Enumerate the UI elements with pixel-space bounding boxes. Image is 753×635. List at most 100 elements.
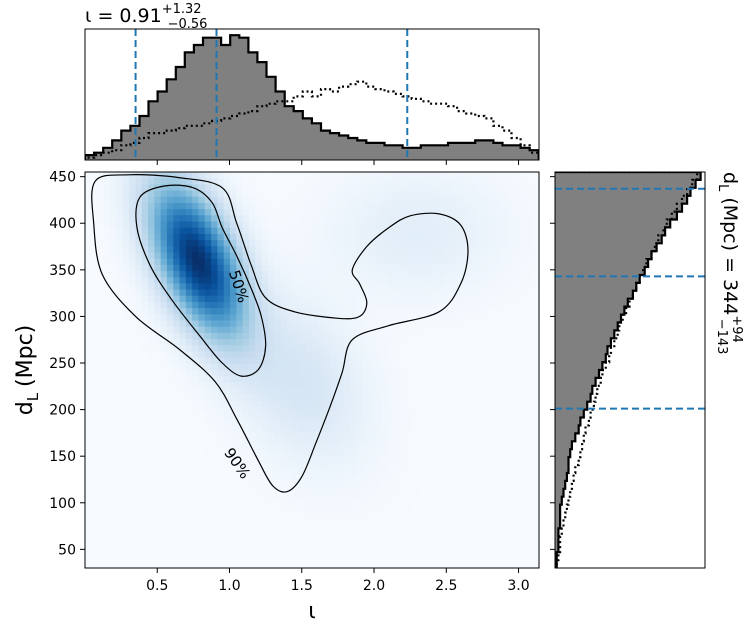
heatmap-cell	[532, 469, 539, 476]
heatmap-cell	[267, 512, 275, 520]
heatmap-cell	[192, 277, 200, 284]
heatmap-cell	[236, 277, 244, 284]
heatmap-cell	[343, 283, 351, 291]
heatmap-cell	[166, 295, 174, 303]
heatmap-cell	[198, 227, 206, 235]
heatmap-cell	[532, 518, 539, 526]
heatmap-cell	[475, 320, 483, 328]
heatmap-cell	[488, 184, 496, 192]
heatmap-cell	[173, 357, 181, 365]
heatmap-cell	[393, 450, 401, 458]
heatmap-cell	[91, 555, 99, 563]
heatmap-cell	[122, 561, 130, 568]
heatmap-cell	[129, 431, 137, 439]
heatmap-cell	[286, 400, 294, 408]
heatmap-cell	[337, 493, 345, 501]
heatmap-cell	[469, 252, 477, 260]
heatmap-cell	[324, 289, 332, 297]
heatmap-cell	[204, 481, 212, 489]
heatmap-cell	[337, 215, 345, 223]
heatmap-cell	[85, 382, 92, 390]
heatmap-cell	[513, 561, 521, 568]
x-tick-label: 0.5	[146, 578, 168, 594]
heatmap-cell	[91, 543, 99, 551]
heatmap-cell	[425, 487, 433, 495]
heatmap-cell	[400, 196, 408, 204]
heatmap-cell	[185, 537, 193, 544]
heatmap-cell	[412, 555, 420, 563]
heatmap-cell	[425, 518, 433, 526]
heatmap-cell	[204, 264, 212, 272]
heatmap-cell	[312, 283, 319, 291]
heatmap-cell	[343, 233, 351, 241]
heatmap-cell	[375, 419, 382, 427]
heatmap-cell	[494, 190, 502, 198]
heatmap-cell	[488, 332, 496, 340]
heatmap-cell	[444, 370, 452, 377]
heatmap-cell	[520, 308, 527, 315]
heatmap-cell	[330, 518, 338, 526]
heatmap-cell	[154, 332, 162, 340]
heatmap-cell	[362, 178, 370, 185]
heatmap-cell	[85, 252, 92, 260]
heatmap-cell	[129, 258, 137, 266]
heatmap-cell	[141, 277, 149, 284]
heatmap-cell	[185, 351, 193, 359]
heatmap-cell	[293, 462, 300, 470]
heatmap-cell	[192, 221, 200, 229]
heatmap-cell	[242, 339, 250, 346]
heatmap-cell	[444, 444, 452, 452]
heatmap-cell	[438, 413, 446, 421]
heatmap-cell	[255, 431, 263, 439]
heatmap-cell	[141, 512, 149, 520]
heatmap-cell	[299, 506, 307, 513]
heatmap-cell	[141, 178, 149, 185]
heatmap-cell	[520, 419, 527, 427]
heatmap-cell	[330, 295, 338, 303]
heatmap-cell	[419, 320, 427, 328]
heatmap-cell	[520, 493, 527, 501]
heatmap-cell	[318, 456, 326, 464]
heatmap-cell	[274, 190, 282, 198]
heatmap-cell	[160, 413, 168, 421]
heatmap-cell	[475, 413, 483, 421]
heatmap-cell	[312, 345, 319, 353]
heatmap-cell	[381, 543, 389, 551]
heatmap-cell	[173, 283, 181, 291]
heatmap-cell	[475, 233, 483, 241]
heatmap-cell	[255, 400, 263, 408]
heatmap-cell	[463, 196, 471, 204]
heatmap-cell	[185, 518, 193, 526]
heatmap-cell	[393, 215, 401, 223]
heatmap-cell	[425, 413, 433, 421]
heatmap-cell	[85, 258, 92, 266]
heatmap-cell	[160, 394, 168, 402]
heatmap-cell	[236, 438, 244, 445]
heatmap-cell	[520, 215, 527, 223]
heatmap-cell	[362, 209, 370, 216]
heatmap-cell	[305, 537, 313, 544]
heatmap-cell	[318, 431, 326, 439]
heatmap-cell	[122, 363, 130, 371]
heatmap-cell	[520, 438, 527, 445]
heatmap-cell	[412, 444, 420, 452]
heatmap-cell	[267, 320, 275, 328]
heatmap-cell	[91, 271, 99, 278]
heatmap-cell	[457, 320, 464, 328]
heatmap-cell	[520, 190, 527, 198]
heatmap-cell	[255, 487, 263, 495]
heatmap-cell	[463, 382, 471, 390]
heatmap-cell	[185, 469, 193, 476]
heatmap-cell	[349, 190, 357, 198]
heatmap-cell	[482, 431, 490, 439]
heatmap-cell	[469, 555, 477, 563]
heatmap-cell	[488, 524, 496, 532]
heatmap-cell	[513, 258, 521, 266]
heatmap-cell	[356, 308, 364, 315]
heatmap-cell	[173, 518, 181, 526]
heatmap-cell	[362, 345, 370, 353]
heatmap-cell	[274, 487, 282, 495]
heatmap-cell	[425, 388, 433, 396]
heatmap-cell	[122, 530, 130, 538]
heatmap-cell	[368, 308, 376, 315]
